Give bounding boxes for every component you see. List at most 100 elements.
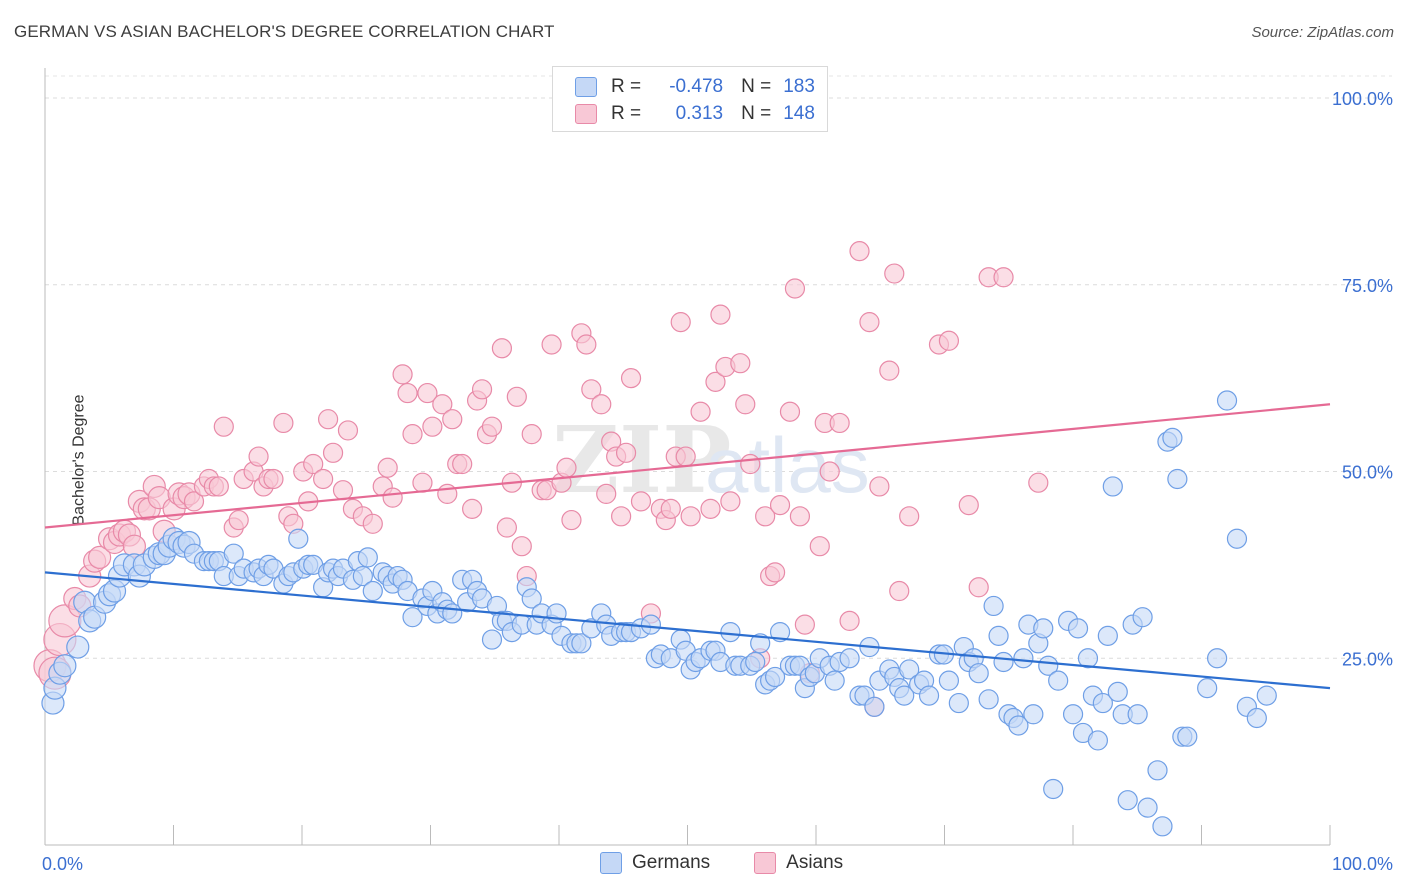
tick-labels: 25.0% 50.0% 75.0% 100.0% 0.0% 100.0% <box>42 89 1393 874</box>
asians-point <box>764 562 786 583</box>
germans-points <box>41 390 1277 837</box>
asians-point <box>899 506 920 527</box>
asians-point <box>392 364 413 385</box>
x-tick-label: 0.0% <box>42 854 83 874</box>
germans-point <box>918 685 940 706</box>
germans-point <box>1206 648 1228 669</box>
asians-point <box>879 360 900 381</box>
asians-point <box>263 468 284 490</box>
asians-point <box>794 614 815 635</box>
asians-point <box>576 334 597 355</box>
asians-point <box>993 267 1014 288</box>
trend-lines <box>44 403 1331 690</box>
y-tick-label: 50.0% <box>1342 463 1393 483</box>
germans-point <box>1048 670 1069 691</box>
asians-point <box>700 498 721 519</box>
asians-point <box>481 416 503 437</box>
germans-point <box>745 651 766 673</box>
legend-swatch-asians <box>575 104 597 124</box>
asians-point <box>442 409 463 430</box>
germans-point <box>1107 681 1128 702</box>
legend-r-label: R = <box>611 76 642 97</box>
germans-point <box>1008 715 1029 736</box>
asians-point <box>884 263 905 284</box>
asians-point <box>740 453 761 475</box>
germans-point <box>948 692 969 714</box>
asians-point <box>769 495 791 516</box>
asians-point <box>660 498 681 519</box>
y-tick-label: 75.0% <box>1342 276 1393 296</box>
asians-point <box>417 382 438 404</box>
germans-point <box>1043 778 1064 800</box>
germans-point <box>288 528 309 549</box>
bottom-legend-germans: Germans <box>600 852 710 874</box>
germans-point <box>1226 528 1248 549</box>
asians-point <box>491 338 513 359</box>
germans-point <box>1152 816 1173 837</box>
asians-point <box>859 312 880 333</box>
germans-point <box>764 666 786 688</box>
germans-point <box>894 685 915 706</box>
asians-point <box>889 580 910 602</box>
legend-row-asians: R = 0.313 N = 148 <box>575 102 815 126</box>
asians-point <box>615 442 637 463</box>
germans-point <box>1102 476 1123 497</box>
bottom-legend: Germans Asians <box>600 852 887 874</box>
germans-trend-line <box>44 571 1331 690</box>
asians-point <box>213 416 234 437</box>
germans-point <box>1033 618 1054 639</box>
germans-point <box>1216 390 1238 411</box>
asians-point <box>680 506 701 527</box>
legend-r-value: -0.478 <box>669 76 724 97</box>
chart-title: GERMAN VS ASIAN BACHELOR'S DEGREE CORREL… <box>14 22 555 41</box>
asians-point <box>630 491 652 512</box>
germans-point <box>983 595 1004 617</box>
asians-point <box>412 472 433 493</box>
asians-point <box>313 468 334 490</box>
germans-point <box>53 654 77 678</box>
asians-point <box>839 610 860 632</box>
asians-point <box>506 386 527 407</box>
bottom-legend-label-germans: Germans <box>632 852 711 873</box>
germans-point <box>864 696 885 717</box>
germans-point <box>1023 704 1044 725</box>
germans-point <box>1092 692 1113 714</box>
bottom-legend-label-asians: Asians <box>786 852 844 873</box>
bottom-legend-swatch-germans <box>600 852 622 874</box>
x-tick-label: 100.0% <box>1332 854 1393 874</box>
germans-point <box>571 633 592 654</box>
germans-point <box>352 565 373 587</box>
asians-point <box>789 506 811 527</box>
bottom-legend-swatch-asians <box>754 852 777 874</box>
asians-point <box>690 401 711 422</box>
germans-point <box>1162 427 1183 448</box>
asians-point <box>869 476 890 497</box>
asians-point <box>730 353 751 374</box>
asians-trend-line <box>44 403 1331 529</box>
asians-point <box>819 461 840 482</box>
asians-point <box>829 412 850 434</box>
asians-point <box>362 513 383 534</box>
asians-point <box>273 412 294 434</box>
asians-point <box>1028 472 1049 493</box>
germans-point <box>1197 678 1218 699</box>
germans-point <box>899 659 920 680</box>
asians-point <box>556 457 577 478</box>
legend-n-value: 183 <box>783 76 815 97</box>
asians-point <box>958 495 979 516</box>
asians-point <box>422 416 443 437</box>
asians-point <box>670 312 691 333</box>
asians-point <box>462 498 483 519</box>
germans-point <box>481 629 503 650</box>
germans-point <box>1077 648 1099 669</box>
asians-point <box>581 379 602 400</box>
asians-point <box>735 394 756 415</box>
legend-r-value: 0.313 <box>675 103 724 124</box>
asians-point <box>561 509 582 531</box>
asians-point <box>382 487 403 508</box>
asians-point <box>452 453 473 475</box>
asians-point <box>849 241 870 262</box>
asians-point <box>591 394 612 415</box>
y-tick-label: 100.0% <box>1332 89 1393 109</box>
